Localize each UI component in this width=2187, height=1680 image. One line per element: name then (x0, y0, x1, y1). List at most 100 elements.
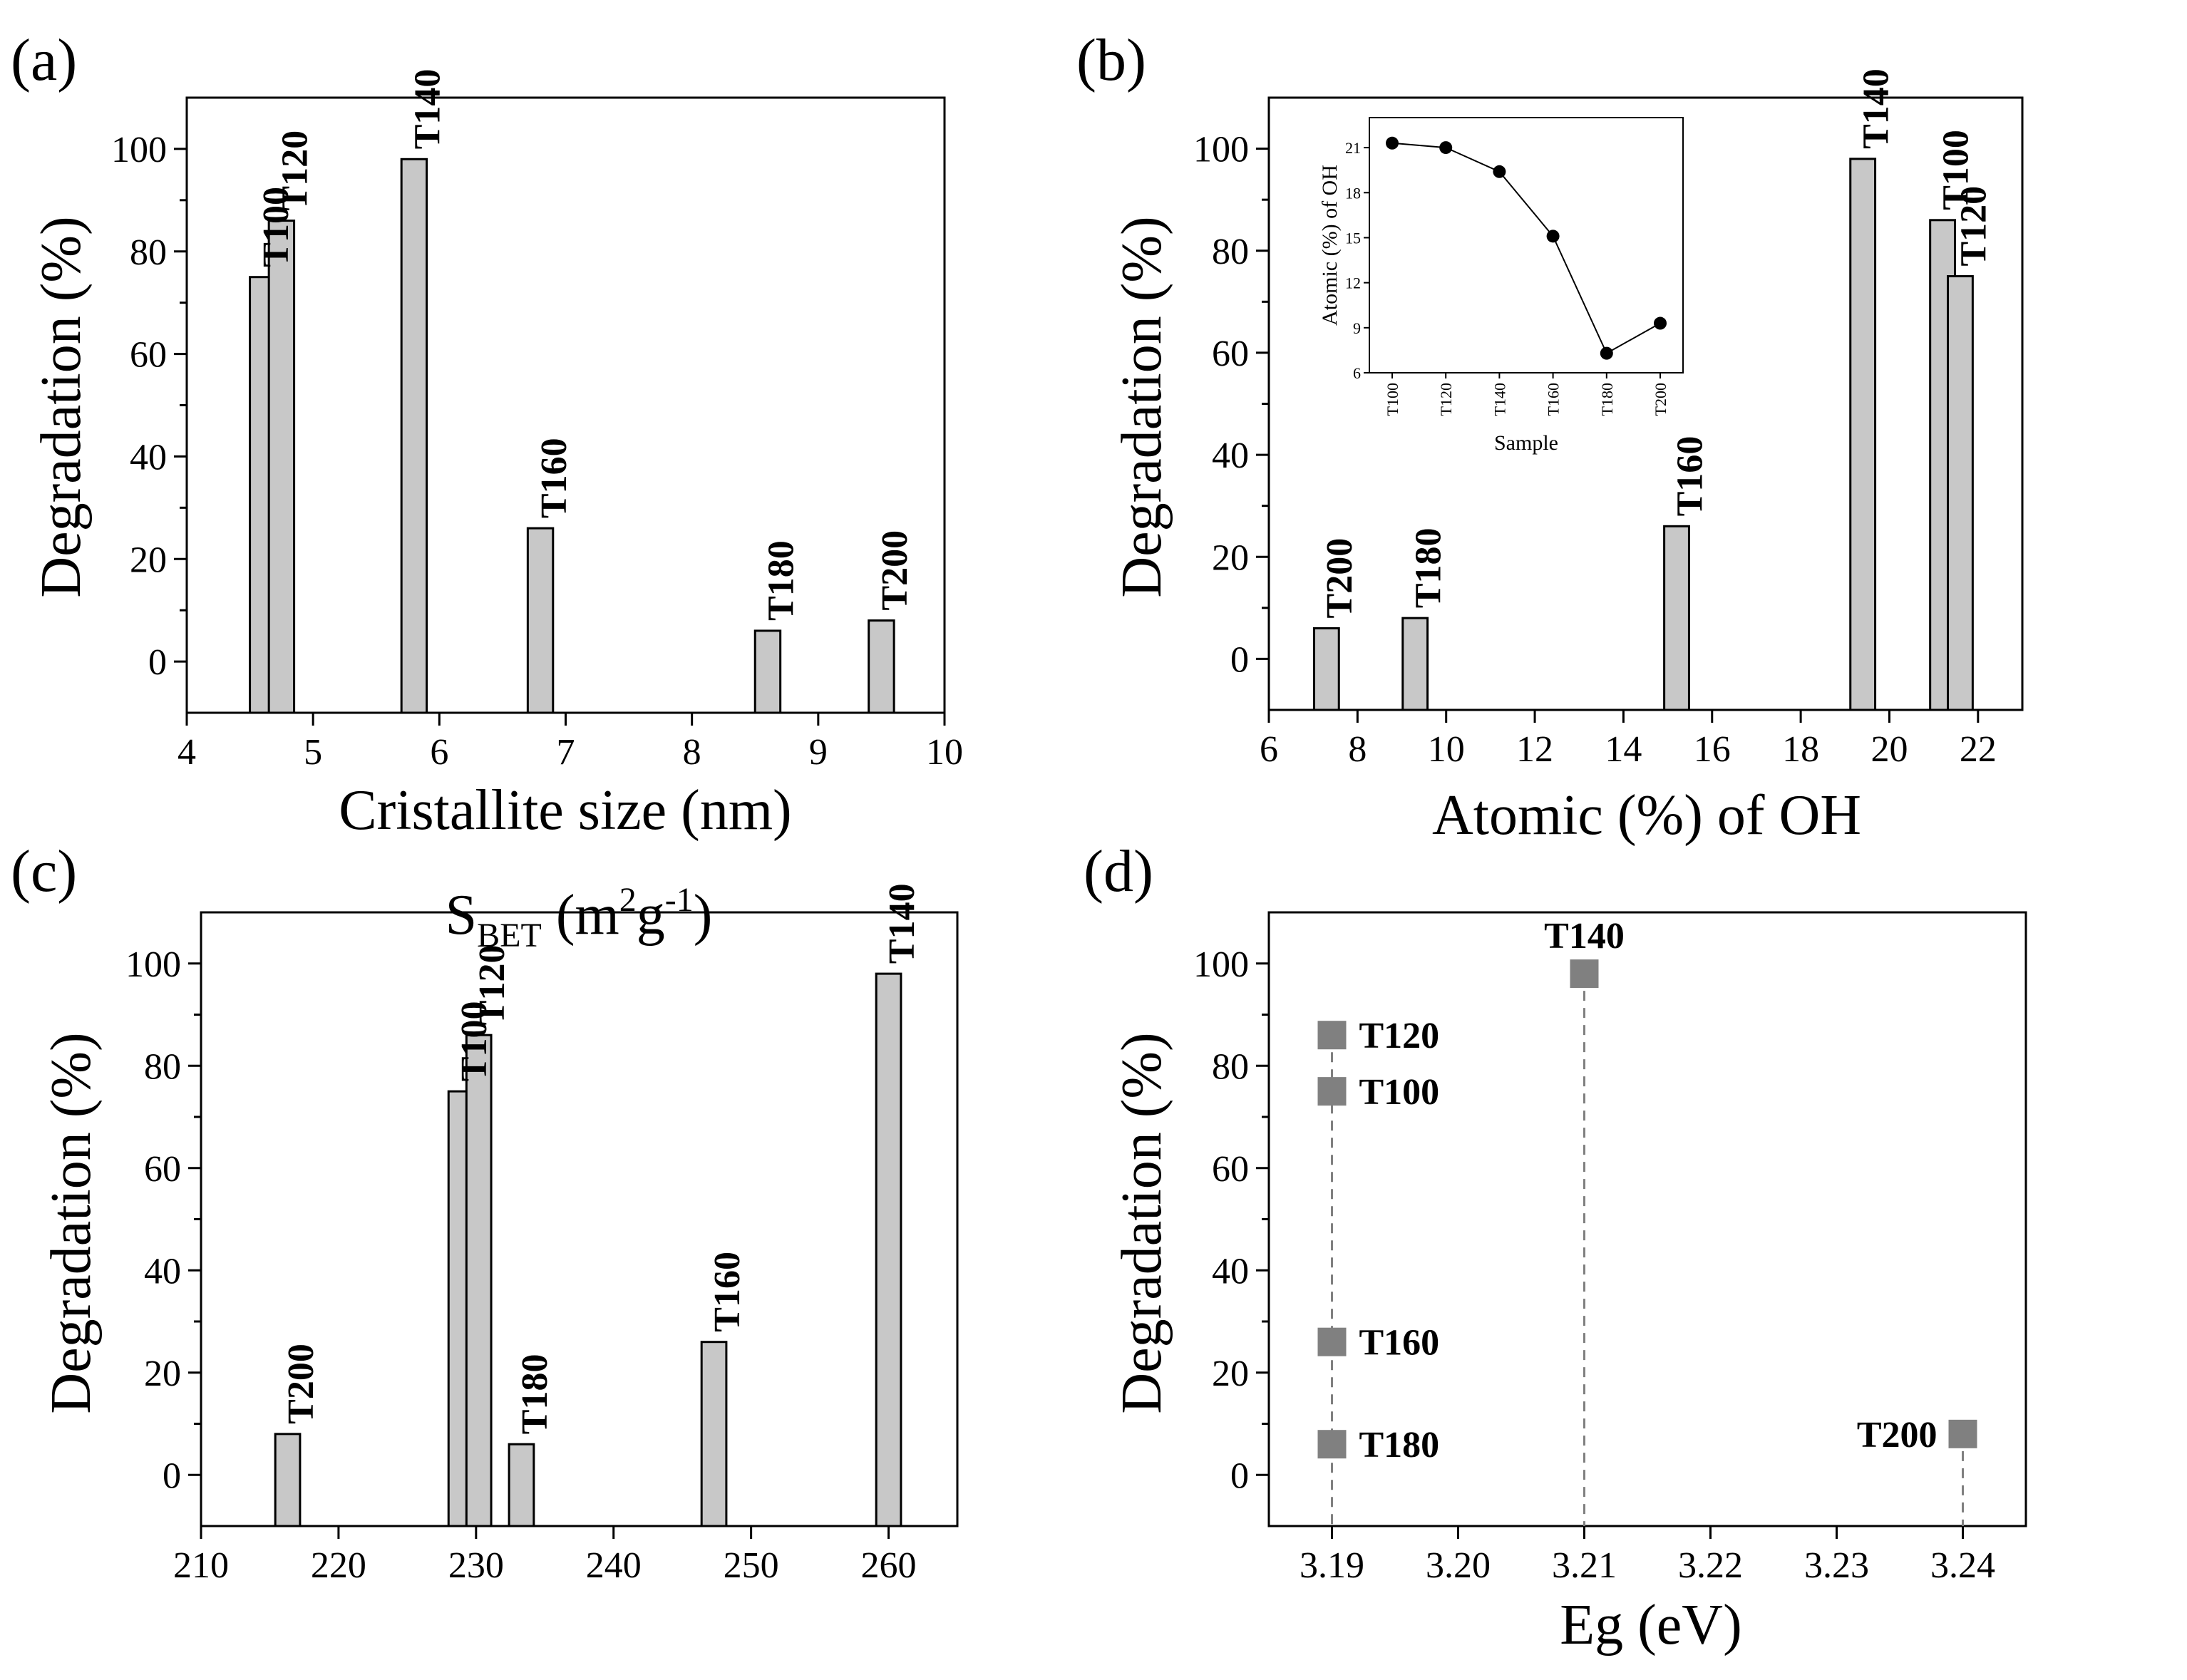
x-tick-label: 8 (683, 732, 701, 773)
x-axis-label-c: SBET (m2g-1) (446, 881, 713, 954)
data-label-t160: T160 (1359, 1323, 1440, 1364)
y-tick-label: 80 (144, 1046, 181, 1087)
y-tick-label: 0 (148, 642, 167, 683)
x-axis-label-c-mid: g (637, 884, 665, 947)
x-axis-label-c-main: S (446, 884, 478, 947)
data-label-t160: T160 (534, 438, 575, 518)
inset-x-tick-label: T180 (1598, 383, 1616, 416)
inset-frame (1369, 117, 1684, 373)
data-label-t180: T180 (1409, 527, 1449, 608)
bar-t180 (753, 629, 782, 714)
inset-series-line (1391, 142, 1661, 355)
inset-x-tick-label: T140 (1491, 383, 1508, 416)
x-tick-label: 10 (926, 732, 963, 773)
data-label-t120: T120 (1953, 186, 1994, 267)
panel-d: (d) Degradation (%) Eg (eV) (1084, 838, 1742, 1656)
data-label-t100: T100 (1359, 1072, 1440, 1113)
data-label-t120: T120 (275, 130, 316, 211)
y-tick-label: 80 (1212, 1046, 1249, 1087)
x-tick-label: 3.22 (1678, 1545, 1743, 1586)
data-label-t140: T140 (408, 69, 448, 150)
y-axis-label-b: Degradation (%) (1111, 216, 1173, 597)
data-label-t100: T100 (454, 1001, 495, 1081)
inset-y-tick-label: 15 (1345, 229, 1361, 247)
axes-b: 0 20 40 60 80 100 6 8 10 12 14 16 18 20 22 (1193, 96, 2024, 770)
x-tick-label: 16 (1694, 729, 1731, 770)
axes-c: 0 20 40 60 80 100 210 220 230 240 250 260 (125, 911, 959, 1586)
bar-t180 (1401, 617, 1429, 711)
data-label-t200: T200 (875, 530, 915, 611)
x-tick-label: 220 (311, 1545, 366, 1586)
x-tick-label: 10 (1428, 729, 1465, 770)
inset-x-tick-label: T160 (1545, 383, 1563, 416)
scatter-d (1317, 959, 1977, 1526)
x-tick-label: 250 (724, 1545, 779, 1586)
y-axis-label-c: Degradation (%) (40, 1032, 103, 1413)
bar-t180 (508, 1443, 535, 1527)
inset-y-tick-label: 18 (1345, 184, 1361, 202)
inset-chart: 6 9 12 15 18 21 T100 T120 T140 T160 T180 T200 Sample… (1318, 117, 1684, 455)
y-tick-label: 20 (1212, 537, 1249, 578)
panel-c: (c) Degradation (%) SBET (m2g-1) (11, 838, 712, 1414)
x-tick-label: 240 (586, 1545, 642, 1586)
inset-y-tick-label: 12 (1345, 274, 1361, 292)
inset-point-t100 (1386, 136, 1399, 150)
data-label-t180: T180 (1359, 1425, 1440, 1465)
data-label-t180: T180 (761, 540, 802, 621)
x-tick-label: 3.21 (1552, 1545, 1617, 1586)
x-tick-label: 12 (1516, 729, 1553, 770)
x-tick-label: 18 (1782, 729, 1819, 770)
x-tick-label: 8 (1348, 729, 1367, 770)
data-label-t160: T160 (1669, 436, 1710, 517)
bars-c (274, 972, 902, 1527)
y-tick-label: 80 (130, 232, 167, 273)
x-tick-label: 4 (177, 732, 196, 773)
y-tick-label: 0 (163, 1455, 181, 1496)
bar-t200 (274, 1433, 302, 1527)
data-label-t160: T160 (707, 1252, 748, 1332)
y-tick-label: 0 (1230, 1455, 1249, 1496)
y-tick-label: 100 (111, 130, 167, 170)
marker-t100 (1317, 1077, 1347, 1106)
data-label-t140: T140 (882, 883, 922, 964)
x-tick-label: 3.24 (1930, 1545, 1995, 1586)
inset-point-t180 (1600, 346, 1613, 360)
plot-frame-c (200, 911, 959, 1527)
data-label-t140: T140 (1856, 68, 1897, 149)
bar-t160 (700, 1341, 728, 1527)
bars-b (1312, 158, 1974, 711)
marker-t180 (1317, 1430, 1347, 1459)
data-label-t180: T180 (515, 1354, 555, 1435)
inset-point-t120 (1439, 141, 1453, 155)
y-tick-label: 40 (144, 1251, 181, 1292)
x-tick-label: 5 (304, 732, 322, 773)
y-tick-label: 60 (1212, 1149, 1249, 1190)
y-tick-label: 20 (130, 540, 167, 580)
bar-t140 (1849, 158, 1877, 711)
x-tick-label: 3.20 (1426, 1545, 1491, 1586)
x-axis-label-c-sub: BET (477, 917, 542, 954)
y-tick-label: 100 (1193, 130, 1249, 170)
inset-y-tick-label: 21 (1345, 139, 1361, 157)
panel-label-b: (b) (1076, 27, 1146, 93)
x-tick-label: 6 (430, 732, 448, 773)
bar-t140 (400, 158, 428, 714)
y-tick-label: 60 (1212, 334, 1249, 374)
bar-t200 (868, 619, 895, 714)
y-tick-label: 0 (1230, 639, 1249, 680)
x-tick-label: 9 (809, 732, 828, 773)
bar-t160 (526, 527, 555, 714)
x-tick-label: 230 (448, 1545, 504, 1586)
panel-b: (b) Degradation (%) Atomic (%) of OH (1076, 27, 1861, 847)
data-label-t100: T100 (256, 187, 297, 267)
bar-t120 (267, 220, 296, 714)
data-label-t200: T200 (1857, 1415, 1938, 1455)
data-label-t140: T140 (1544, 916, 1625, 957)
scatter-labels-d: T120 T100 T160 T180 T140 T200 (1359, 916, 1938, 1465)
x-tick-label: 22 (1960, 729, 1997, 770)
panel-label-a: (a) (11, 27, 77, 93)
inset-y-axis-label: Atomic (%) of OH (1318, 165, 1342, 326)
